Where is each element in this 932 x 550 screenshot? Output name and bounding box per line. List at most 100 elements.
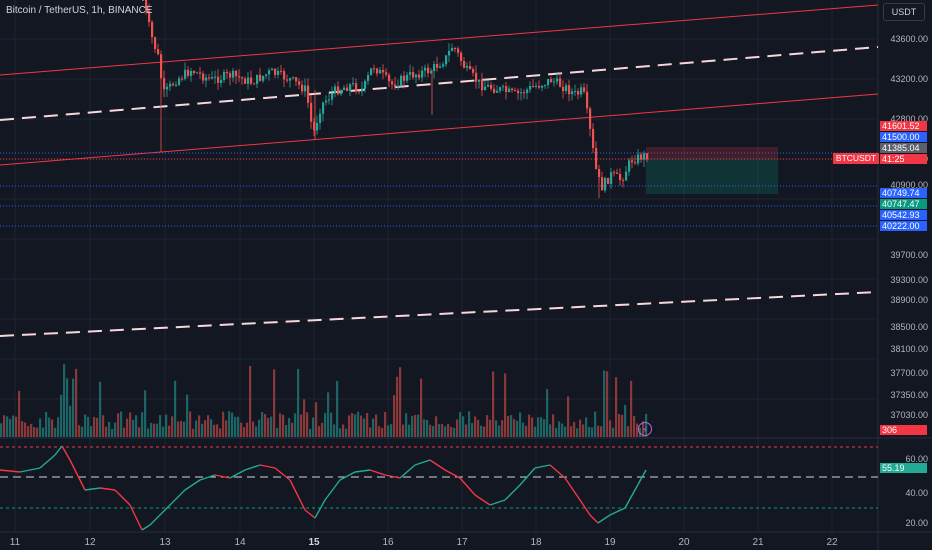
candle-body xyxy=(583,87,586,92)
candle-body xyxy=(166,86,169,90)
price-axis-tick: 43200.00 xyxy=(890,74,928,84)
volume-bar xyxy=(261,412,264,437)
candle-body xyxy=(220,79,223,83)
candle-body xyxy=(496,90,499,93)
candle-body xyxy=(475,72,478,82)
candle-body xyxy=(601,177,604,191)
short-position-target-zone[interactable] xyxy=(646,159,778,194)
candle-body xyxy=(271,68,274,71)
candle-body xyxy=(265,74,268,76)
candle-body xyxy=(412,72,415,78)
price-axis-tick: 38900.00 xyxy=(890,295,928,305)
volume-bar xyxy=(213,424,216,437)
price-tag: 40749.74 xyxy=(880,188,927,198)
candle-body xyxy=(595,148,598,169)
volume-bar xyxy=(468,411,471,437)
volume-bar xyxy=(207,415,210,437)
volume-bar xyxy=(159,415,162,437)
volume-bar xyxy=(453,427,456,437)
volume-bar xyxy=(543,419,546,437)
channel-lower-line[interactable] xyxy=(0,93,879,166)
candle-body xyxy=(511,88,514,91)
candle-body xyxy=(472,69,475,73)
candle-body xyxy=(505,86,508,92)
volume-bar xyxy=(51,419,54,437)
candle-body xyxy=(646,153,649,160)
candlestick-series[interactable] xyxy=(142,0,649,198)
volume-bar xyxy=(510,415,513,437)
volume-bar xyxy=(222,411,225,437)
volume-bar xyxy=(180,420,183,437)
candle-body xyxy=(394,84,397,87)
candle-body xyxy=(361,88,364,92)
volume-bar xyxy=(411,415,414,437)
candle-body xyxy=(331,93,334,100)
volume-bar xyxy=(282,414,285,437)
volume-bar xyxy=(156,423,159,437)
candle-body xyxy=(547,79,550,85)
candle-body xyxy=(538,85,541,88)
support-dashed-line[interactable] xyxy=(0,291,879,337)
candle-body xyxy=(247,77,250,84)
volume-bar xyxy=(366,412,369,437)
channel-upper-line[interactable] xyxy=(0,4,879,76)
price-tag: 40222.00 xyxy=(880,221,927,231)
volume-bar xyxy=(531,417,534,437)
candle-body xyxy=(328,99,331,101)
volume-bar xyxy=(540,417,543,437)
volume-bar xyxy=(234,416,237,437)
candle-body xyxy=(262,75,265,81)
volume-bar xyxy=(354,414,357,437)
volume-bar xyxy=(21,421,24,437)
candle-body xyxy=(409,72,412,75)
volume-bar xyxy=(204,420,207,437)
volume-bar xyxy=(384,412,387,437)
currency-button[interactable]: USDT xyxy=(883,3,925,21)
volume-bar xyxy=(138,427,141,437)
volume-bar xyxy=(408,424,411,437)
candle-body xyxy=(184,69,187,79)
candle-body xyxy=(292,77,295,79)
volume-bar xyxy=(111,428,114,437)
candle-body xyxy=(463,61,466,68)
symbol-info-legend[interactable]: Bitcoin / TetherUS, 1h, BINANCE xyxy=(6,5,153,16)
lightning-icon[interactable]: ⚡ xyxy=(638,422,652,436)
volume-bar xyxy=(582,424,585,437)
volume-bar xyxy=(345,428,348,437)
candle-body xyxy=(325,100,328,103)
candle-body xyxy=(178,78,181,85)
volume-bar xyxy=(78,425,81,437)
volume-bar xyxy=(387,425,390,437)
candle-body xyxy=(604,177,607,191)
volume-bar xyxy=(363,418,366,437)
candle-body xyxy=(391,81,394,85)
symbol-price-tag: BTCUSDT xyxy=(833,153,879,164)
volume-bar xyxy=(570,426,573,437)
short-position-risk-zone[interactable] xyxy=(646,147,778,159)
candle-body xyxy=(613,172,616,174)
candle-body xyxy=(565,85,568,92)
volume-bar xyxy=(351,413,354,437)
volume-bar xyxy=(96,417,99,437)
candle-body xyxy=(241,77,244,79)
volume-bar xyxy=(573,422,576,437)
volume-bar xyxy=(396,376,399,437)
candle-body xyxy=(544,84,547,86)
candle-body xyxy=(622,180,625,182)
volume-bar xyxy=(291,422,294,437)
price-tag: 40747.47 xyxy=(880,199,927,209)
rsi-line-rising xyxy=(19,445,647,531)
candle-body xyxy=(283,71,286,80)
volume-bar xyxy=(357,411,360,437)
price-axis-tick: 43600.00 xyxy=(890,34,928,44)
volume-bar xyxy=(492,371,495,437)
volume-bar xyxy=(471,423,474,437)
candle-body xyxy=(553,81,556,83)
price-tag: 40542.93 xyxy=(880,210,927,220)
price-axis-tick: 39300.00 xyxy=(890,275,928,285)
channel-middle-dashed-line[interactable] xyxy=(0,46,879,121)
volume-bar xyxy=(54,427,57,437)
volume-bar xyxy=(153,423,156,437)
